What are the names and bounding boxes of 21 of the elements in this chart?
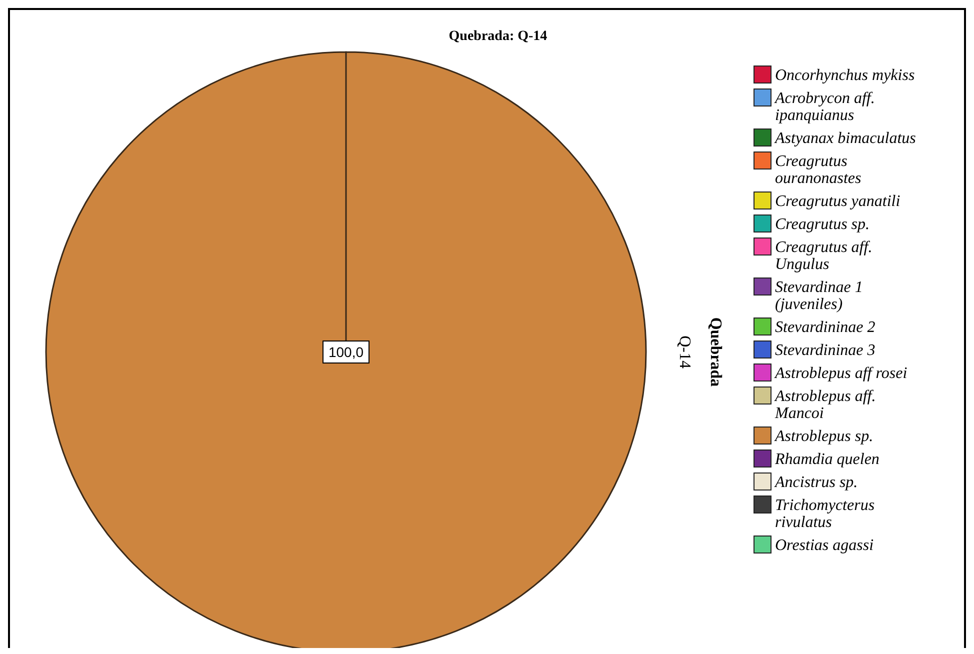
legend-label: Stevardininae 3 xyxy=(775,342,876,359)
legend-label: Trichomycterus rivulatus xyxy=(775,497,875,531)
legend-label: Oncorhynchus mykiss xyxy=(775,67,915,84)
chart-title: Quebrada: Q-14 xyxy=(448,29,548,44)
legend-label: Rhamdia quelen xyxy=(774,451,880,468)
legend-label: Stevardinae 1 (juveniles) xyxy=(775,279,863,313)
legend-label: Acrobrycon aff. ipanquianus xyxy=(774,90,875,124)
legend-label: Astyanax bimaculatus xyxy=(774,130,916,147)
legend-label: Orestias agassi xyxy=(775,537,874,554)
legend-label: Creagrutus aff. Ungulus xyxy=(775,239,872,273)
legend-label: Stevardininae 2 xyxy=(775,319,876,336)
data-label: 100,0 xyxy=(328,344,364,360)
legend-label: Creagrutus sp. xyxy=(775,216,870,233)
legend-label: Astroblepus aff. Mancoi xyxy=(774,388,876,422)
legend-label: Creagrutus yanatili xyxy=(775,193,900,210)
text: Q-14 xyxy=(676,336,693,368)
legend-label: Astroblepus aff rosei xyxy=(774,365,908,382)
legend-label: Astroblepus sp. xyxy=(774,428,874,445)
text: Quebrada xyxy=(707,317,724,387)
legend-label: Creagrutus ouranonastes xyxy=(775,153,862,187)
legend-label: Ancistrus sp. xyxy=(774,474,858,491)
